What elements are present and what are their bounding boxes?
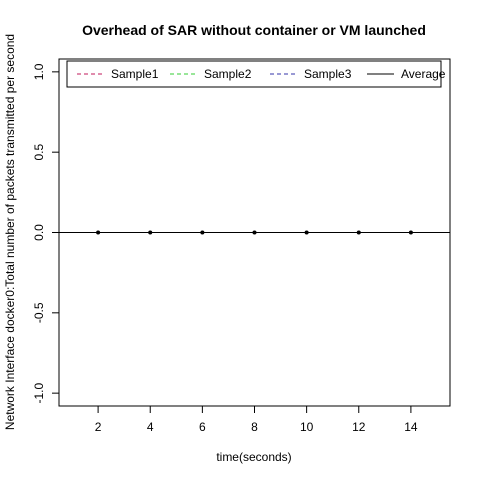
chart-title: Overhead of SAR without container or VM … (82, 22, 426, 38)
data-point (304, 230, 309, 235)
data-point (356, 230, 361, 235)
legend-label-sample2: Sample2 (204, 67, 252, 81)
x-tick-label: 10 (300, 420, 314, 434)
y-axis-label: Network Interface docker0:Total number o… (3, 34, 17, 430)
y-tick-label: 1.0 (32, 63, 46, 80)
data-point (148, 230, 153, 235)
y-tick-label: 0.5 (32, 144, 46, 161)
y-tick-label: -0.5 (32, 302, 46, 323)
average-points (96, 230, 413, 235)
x-tick-label: 4 (147, 420, 154, 434)
data-point (96, 230, 101, 235)
legend-label-sample3: Sample3 (304, 67, 352, 81)
y-tick-label: -1.0 (32, 382, 46, 403)
x-tick-label: 6 (199, 420, 206, 434)
y-axis: -1.0 -0.5 0.0 0.5 1.0 (32, 63, 59, 403)
y-tick-label: 0.0 (32, 224, 46, 241)
x-axis-label: time(seconds) (216, 450, 291, 464)
legend-label-average: Average (401, 67, 446, 81)
x-tick-label: 12 (352, 420, 366, 434)
legend: Sample1 Sample2 Sample3 Average (66, 60, 446, 88)
data-point (408, 230, 413, 235)
data-point (252, 230, 257, 235)
x-tick-label: 8 (251, 420, 258, 434)
legend-label-sample1: Sample1 (111, 67, 159, 81)
data-point (200, 230, 205, 235)
x-tick-label: 2 (95, 420, 102, 434)
x-axis: 2 4 6 8 10 12 14 (95, 406, 418, 434)
x-tick-label: 14 (404, 420, 418, 434)
